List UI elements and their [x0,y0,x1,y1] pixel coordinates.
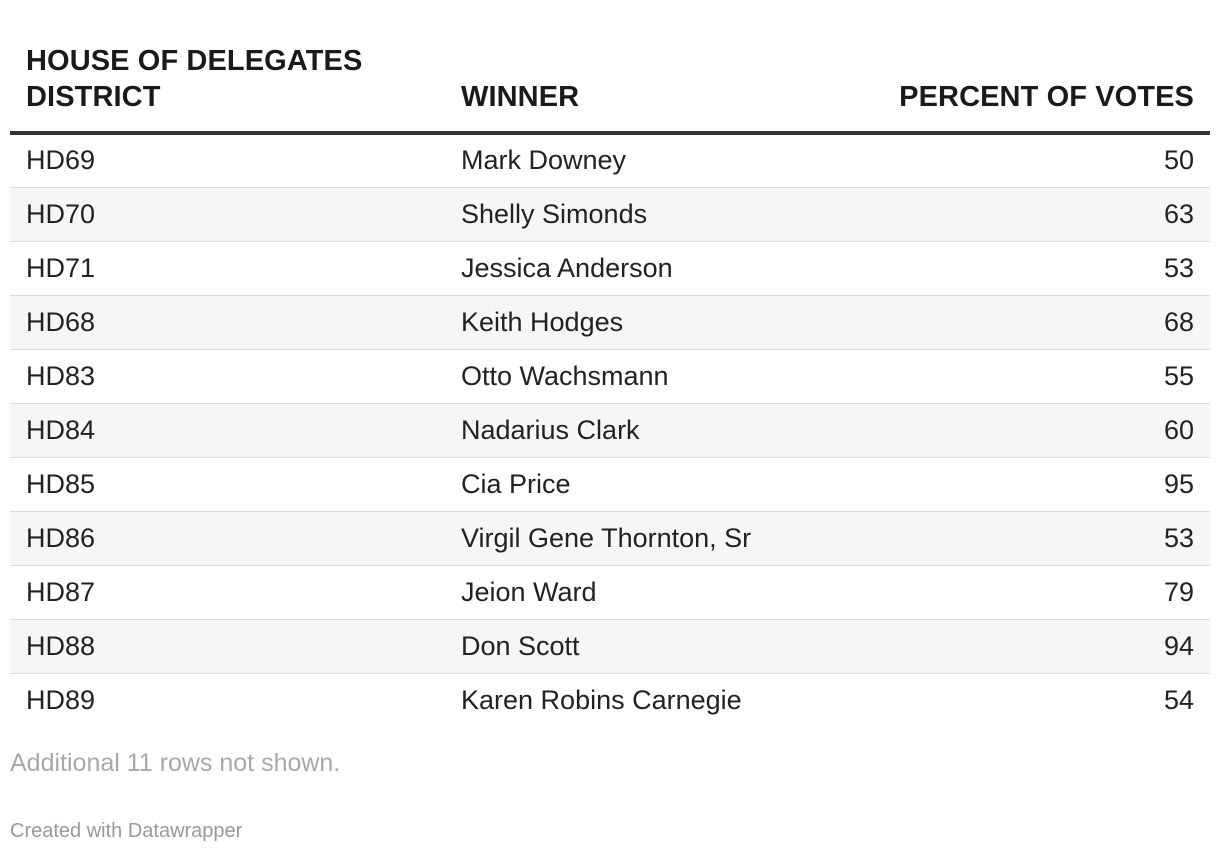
datawrapper-credit: Created with Datawrapper [10,820,243,842]
table-row: HD69 Mark Downey 50 [10,133,1210,188]
rows-not-shown-note: Additional 11 rows not shown. [10,749,341,777]
district-cell: HD70 [10,187,445,242]
header-row: HOUSE OF DELEGATES DISTRICT WINNER PERCE… [10,0,1210,135]
table-row: HD85 Cia Price 95 [10,457,1210,512]
percent-cell: 55 [880,349,1210,404]
table-row: HD70 Shelly Simonds 63 [10,187,1210,242]
column-header-percent[interactable]: PERCENT OF VOTES [880,0,1210,135]
district-cell: HD69 [10,133,445,188]
district-cell: HD71 [10,241,445,296]
table-body: HD69 Mark Downey 50 HD70 Shelly Simonds 63 HD7… [10,133,1210,727]
district-cell: HD85 [10,457,445,512]
winner-cell: Virgil Gene Thornton, Sr [445,511,880,566]
winner-cell: Cia Price [445,457,880,512]
winner-cell: Otto Wachsmann [445,349,880,404]
table-row: HD71 Jessica Anderson 53 [10,241,1210,296]
percent-cell: 94 [880,619,1210,674]
winner-cell: Jeion Ward [445,565,880,620]
district-cell: HD87 [10,565,445,620]
column-header-district[interactable]: HOUSE OF DELEGATES DISTRICT [10,0,445,135]
results-table: HOUSE OF DELEGATES DISTRICT WINNER PERCE… [10,0,1210,727]
percent-cell: 95 [880,457,1210,512]
district-cell: HD88 [10,619,445,674]
percent-cell: 53 [880,511,1210,566]
table-container: HOUSE OF DELEGATES DISTRICT WINNER PERCE… [10,0,1210,727]
district-cell: HD86 [10,511,445,566]
winner-cell: Karen Robins Carnegie [461,684,742,715]
column-header-winner[interactable]: WINNER [445,0,880,135]
percent-cell: 50 [880,133,1210,188]
district-cell: HD68 [10,295,445,350]
percent-cell: 54 [1163,684,1194,715]
table-row: HD84 Nadarius Clark 60 [10,403,1210,458]
winner-cell: Keith Hodges [445,295,880,350]
percent-cell: 68 [880,295,1210,350]
table-row: HD86 Virgil Gene Thornton, Sr 53 [10,511,1210,566]
winner-cell: Don Scott [445,619,880,674]
winner-cell: Nadarius Clark [445,403,880,458]
percent-cell: 60 [880,403,1210,458]
percent-cell: 79 [880,565,1210,620]
percent-cell: 53 [880,241,1210,296]
table-row: HD88 Don Scott 94 [10,619,1210,674]
table-row: HD83 Otto Wachsmann 55 [10,349,1210,404]
winner-cell: Shelly Simonds [445,187,880,242]
winner-cell: Jessica Anderson [445,241,880,296]
table-row: HD87 Jeion Ward 79 [10,565,1210,620]
district-cell: HD83 [10,349,445,404]
percent-cell: 63 [880,187,1210,242]
table-row: HD68 Keith Hodges 68 [10,295,1210,350]
district-cell: HD84 [10,403,445,458]
winner-cell: Mark Downey [445,133,880,188]
district-cell: HD89 [26,684,96,715]
table-row: HD89 Karen Robins Carnegie 54 [10,673,1210,727]
